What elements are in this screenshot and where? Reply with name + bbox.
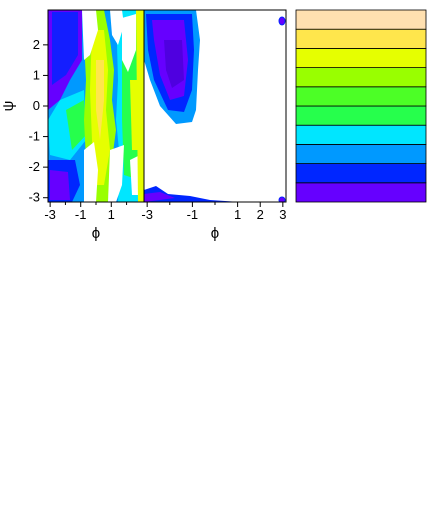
panel-b-xtick-label: -1 [187,207,199,222]
panel-a-xlabel: ϕ [92,225,100,242]
color-legend [295,9,427,203]
panel-b-xlabel: ϕ [211,225,219,242]
legend-swatch [295,105,427,126]
panel-a-ytick-label: -2 [28,159,40,174]
legend-swatch [295,86,427,107]
panel-a-ytick-label: -3 [28,190,40,205]
panel-b-xtick-label: 3 [279,207,286,222]
legend-swatch [295,28,427,49]
legend-swatch [295,182,427,203]
panel-a-ytick-label: 0 [33,98,40,113]
legend-swatch [295,124,427,145]
panel-a-xtick-label: -1 [75,207,87,222]
legend-swatch [295,67,427,88]
panel-b-xtick-label: 2 [257,207,264,222]
panel-a-ytick-label: 2 [33,37,40,52]
panel-a-ytick-label: 1 [33,67,40,82]
legend-swatch [295,163,427,184]
panel-a-ylabel: ψ [0,101,17,112]
panel-a-plot [48,10,144,202]
legend-swatch [295,143,427,164]
panel-a-xtick-label: 1 [108,207,115,222]
panel-b-xtick-label: 1 [234,207,241,222]
legend-swatch [295,48,427,69]
panel-b-plot [144,10,286,202]
panel-a-xtick-label: -3 [44,207,56,222]
panel-b-xtick-label: -3 [141,207,153,222]
panel-a-ytick-label: -1 [28,129,40,144]
legend-swatch [295,9,427,30]
